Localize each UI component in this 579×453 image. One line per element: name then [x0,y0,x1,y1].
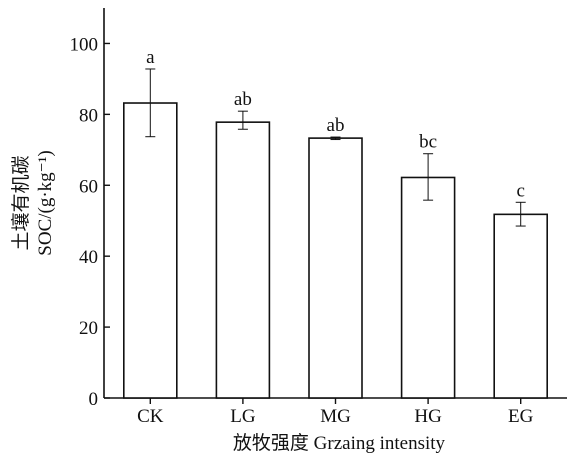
bar [123,102,178,399]
bar [493,213,549,399]
bar [215,121,271,399]
x-tick-label: LG [230,406,256,427]
y-tick-label: 100 [70,34,99,55]
bar [400,176,456,399]
x-tick-label: EG [508,406,534,427]
bar [308,137,363,399]
x-tick-label: MG [320,406,351,427]
significance-label: c [516,180,524,201]
significance-label: ab [327,115,345,136]
y-axis-label-line2: SOC/(g·kg⁻¹) [35,150,56,255]
y-axis-label-line1: 土壤有机碳 [10,155,32,250]
bars: a ab ab bc c [123,47,549,399]
y-tick-label: 0 [89,389,99,410]
significance-label: a [146,47,155,68]
significance-label: ab [234,89,252,110]
x-tick-label: HG [414,406,442,427]
y-tick-label: 40 [79,247,98,268]
significance-label: bc [419,132,437,153]
y-tick-label: 20 [79,318,98,339]
y-tick-label: 60 [79,176,98,197]
x-axis-label: 放牧强度 Grzaing intensity [233,432,446,453]
x-tick-label: CK [137,406,164,427]
y-tick-label: 80 [79,105,98,126]
ticks: 0 20 40 60 80 100 CK LG MG HG EG [70,34,534,427]
